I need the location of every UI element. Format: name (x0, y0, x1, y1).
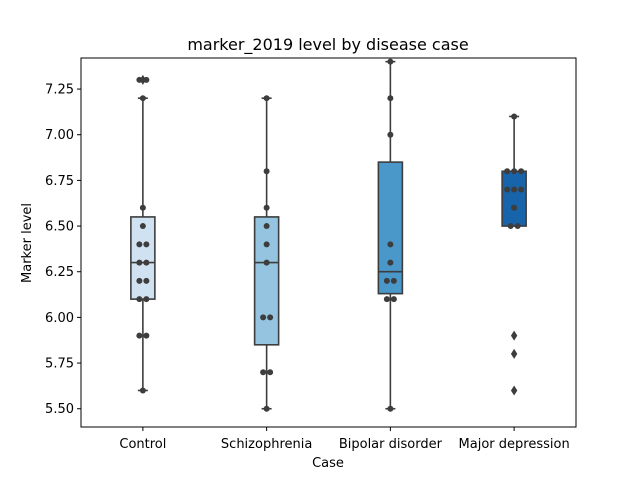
data-point (143, 241, 150, 248)
data-point (143, 76, 150, 83)
y-axis-label: Marker level (20, 203, 35, 283)
data-point (504, 186, 511, 193)
y-tick-label: 7.00 (45, 128, 74, 143)
plot-frame (80, 57, 577, 428)
data-point (267, 369, 274, 376)
data-point (511, 168, 518, 175)
x-tick-label: Control (119, 437, 166, 452)
data-point (143, 259, 150, 266)
data-point (260, 314, 267, 321)
data-point (263, 405, 270, 412)
data-point (263, 259, 270, 266)
data-point (507, 223, 514, 230)
y-tick-label: 6.50 (45, 220, 74, 235)
data-point (263, 241, 270, 248)
outlier-marker (510, 385, 518, 396)
data-point (136, 241, 143, 248)
data-point (518, 186, 525, 193)
x-tick-label: Major depression (459, 437, 570, 452)
outlier-marker (139, 74, 147, 85)
data-point (139, 95, 146, 102)
chart-title: marker_2019 level by disease case (187, 35, 468, 55)
x-tick-label: Schizophrenia (221, 437, 312, 452)
data-point (387, 58, 394, 65)
data-point (136, 296, 143, 303)
box (253, 216, 280, 346)
data-point (387, 259, 394, 266)
data-point (143, 332, 150, 339)
data-point (511, 204, 518, 211)
box (130, 216, 156, 300)
data-point (511, 186, 518, 193)
outlier-marker (510, 330, 518, 341)
data-point (504, 168, 511, 175)
data-point (139, 387, 146, 394)
y-tick-label: 6.25 (45, 265, 74, 280)
data-point (267, 314, 274, 321)
data-point (136, 76, 143, 83)
data-point (136, 259, 143, 266)
data-point (263, 223, 270, 230)
data-point (136, 332, 143, 339)
data-point (383, 296, 390, 303)
data-point (387, 405, 394, 412)
data-point (387, 241, 394, 248)
data-point (136, 277, 143, 284)
outlier-marker (510, 348, 518, 359)
data-point (263, 95, 270, 102)
data-point (514, 223, 521, 230)
y-tick-label: 7.25 (45, 83, 74, 98)
y-tick-label: 5.50 (45, 402, 74, 417)
box (377, 161, 404, 295)
box (501, 170, 527, 227)
x-tick-label: Bipolar disorder (339, 437, 443, 452)
data-point (139, 223, 146, 230)
plot-area: 5.50 5.75 6.00 6.25 6.50 6.75 7.00 7.25 Control S… (45, 57, 577, 452)
data-point (139, 204, 146, 211)
data-point (263, 204, 270, 211)
data-point (390, 277, 397, 284)
data-point (143, 296, 150, 303)
y-tick-label: 5.75 (45, 357, 74, 372)
data-point (263, 168, 270, 175)
data-point (511, 113, 518, 120)
y-tick-label: 6.00 (45, 311, 74, 326)
x-axis-label: Case (312, 456, 344, 471)
data-point (387, 95, 394, 102)
y-tick-label: 6.75 (45, 174, 74, 189)
data-point (143, 277, 150, 284)
data-point (387, 131, 394, 138)
data-point (383, 277, 390, 284)
data-point (518, 168, 525, 175)
data-point (390, 296, 397, 303)
data-point (260, 369, 267, 376)
